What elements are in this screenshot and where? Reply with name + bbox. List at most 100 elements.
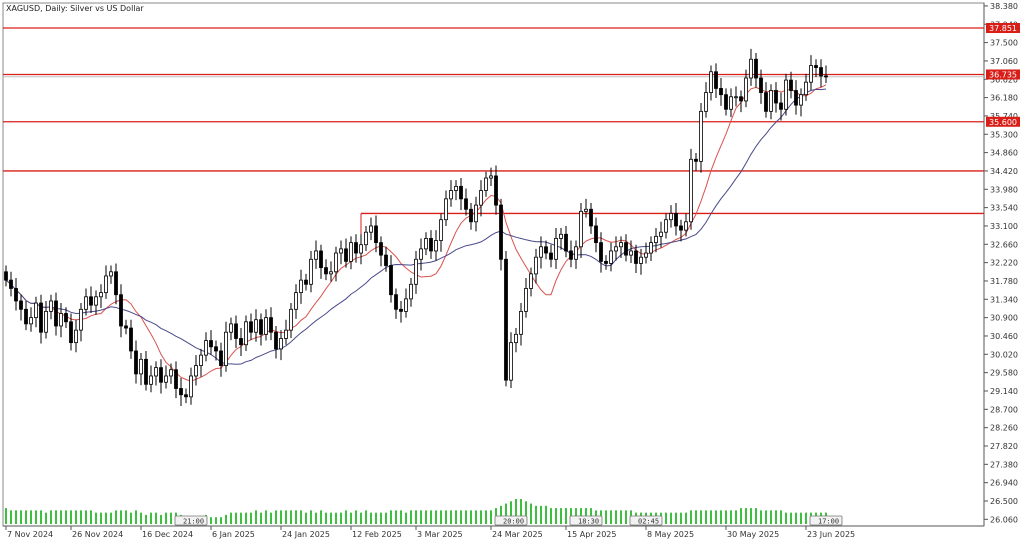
candle-bear xyxy=(124,325,128,329)
candle-bull xyxy=(314,250,318,260)
volume-bar xyxy=(220,517,222,524)
candle-bull xyxy=(519,310,523,335)
volume-bar xyxy=(390,510,392,524)
candle-bull xyxy=(584,208,588,212)
price-tick-label: 29.580 xyxy=(990,369,1018,378)
candle-bull xyxy=(94,296,98,306)
price-tick-label: 36.620 xyxy=(990,75,1018,84)
volume-bar xyxy=(510,501,512,524)
volume-bar xyxy=(340,512,342,524)
volume-bar xyxy=(330,512,332,524)
volume-bar xyxy=(525,501,527,524)
volume-bar xyxy=(755,508,757,524)
volume-bar xyxy=(405,512,407,524)
candle-bull xyxy=(484,177,488,191)
candle-bull xyxy=(334,252,338,273)
volume-bar xyxy=(690,510,692,524)
volume-bar xyxy=(445,510,447,524)
volume-bar xyxy=(80,510,82,524)
candle-bull xyxy=(704,92,708,112)
volume-bar xyxy=(45,512,47,524)
candle-bull xyxy=(169,369,173,377)
volume-bar xyxy=(780,510,782,524)
candle-bear xyxy=(354,242,358,254)
volume-bar xyxy=(50,510,52,524)
volume-bar xyxy=(285,510,287,524)
level-price-tag-label: 36.735 xyxy=(989,70,1017,79)
candle-bear xyxy=(774,90,778,104)
volume-bar xyxy=(410,510,412,524)
candle-bear xyxy=(394,294,398,310)
candle-bull xyxy=(574,246,578,260)
time-tick-label: 23 Jun 2025 xyxy=(807,530,855,539)
candle-bull xyxy=(609,250,613,264)
candle-bear xyxy=(249,321,253,333)
session-marker-label: 18:30 xyxy=(578,518,599,526)
volume-bar xyxy=(515,499,517,524)
price-tick-label: 33.980 xyxy=(990,185,1018,194)
volume-bar xyxy=(520,499,522,524)
price-tick-label: 28.700 xyxy=(990,405,1018,414)
candle-bull xyxy=(29,317,33,325)
volume-bar xyxy=(70,510,72,524)
volume-bar xyxy=(155,512,157,524)
candle-bull xyxy=(194,365,198,377)
volume-bar xyxy=(335,512,337,524)
candle-bull xyxy=(529,273,533,289)
candle-bear xyxy=(209,340,213,348)
candle-bear xyxy=(134,350,138,375)
candle-bear xyxy=(14,288,18,302)
session-marker-label: 20:00 xyxy=(503,518,524,526)
volume-bar xyxy=(140,512,142,524)
candle-bull xyxy=(689,158,693,223)
price-axis: 38.38037.94037.50037.06036.62036.18035.7… xyxy=(984,2,1018,524)
time-tick-label: 6 Jan 2025 xyxy=(212,530,255,539)
volume-bar xyxy=(730,510,732,524)
candle-bull xyxy=(434,240,438,252)
volume-bar xyxy=(25,510,27,524)
candle-bull xyxy=(409,283,413,300)
session-marker-box xyxy=(174,515,208,526)
volume-bar xyxy=(740,508,742,524)
candle-bear xyxy=(824,75,828,78)
volume-bar xyxy=(250,512,252,524)
candle-bear xyxy=(399,308,403,312)
volume-bar xyxy=(120,510,122,524)
candle-bear xyxy=(724,94,728,110)
level-price-tag-label: 37.851 xyxy=(989,24,1017,33)
price-tick-label: 26.940 xyxy=(990,479,1018,488)
candle-bear xyxy=(499,204,503,260)
level-price-tag-label: 35.600 xyxy=(989,118,1017,127)
price-tick-label: 29.140 xyxy=(990,387,1018,396)
volume-bar xyxy=(565,508,567,524)
candle-bear xyxy=(389,265,393,296)
volume-bar xyxy=(170,512,172,524)
volume-bar xyxy=(150,512,152,524)
price-tick-label: 32.660 xyxy=(990,240,1018,249)
volume-bar xyxy=(240,512,242,524)
candle-bull xyxy=(744,77,748,102)
volume-bar xyxy=(765,510,767,524)
candle-bear xyxy=(184,394,188,398)
candle-bull xyxy=(539,246,543,258)
volume-bar xyxy=(110,512,112,524)
candle-bull xyxy=(644,252,648,258)
volume-bar xyxy=(20,510,22,524)
time-tick-label: 3 Mar 2025 xyxy=(417,530,463,539)
session-marker-label: 17:00 xyxy=(818,518,839,526)
price-tick-label: 30.020 xyxy=(990,350,1018,359)
volume-bar xyxy=(270,512,272,524)
time-axis: 7 Nov 2024 26 Nov 2024 16 Dec 2024 6 Jan 20… xyxy=(5,526,855,539)
level-price-tag xyxy=(986,69,1020,80)
candle-bull xyxy=(109,271,113,277)
volume-bar xyxy=(440,510,442,524)
volume-bar xyxy=(375,512,377,524)
volume-bar xyxy=(610,510,612,524)
candle-bull xyxy=(439,219,443,241)
candle-bull xyxy=(199,354,203,366)
candle-bear xyxy=(714,71,718,89)
candle-bull xyxy=(49,300,53,312)
candle-bull xyxy=(279,338,283,350)
price-tick-label: 34.420 xyxy=(990,167,1018,176)
